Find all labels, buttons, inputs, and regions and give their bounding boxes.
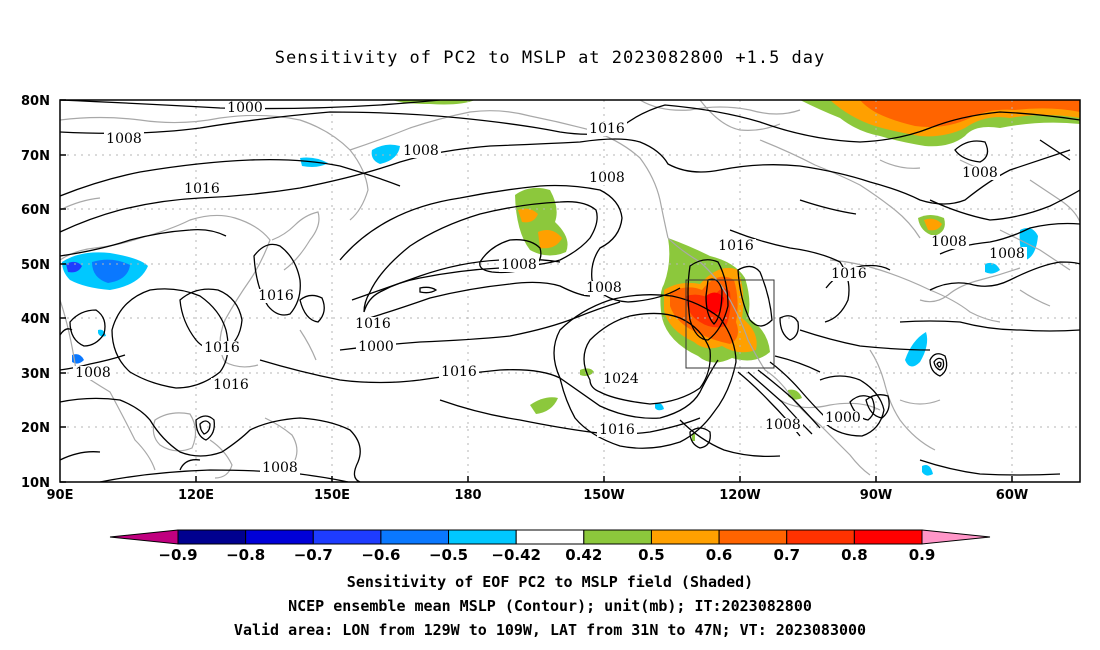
colorbar-tick-label: −0.8 bbox=[226, 546, 265, 564]
shade-negative-1b bbox=[92, 259, 130, 283]
lat-label: 40N bbox=[21, 312, 50, 327]
shade-negative-8 bbox=[985, 262, 1000, 274]
contour-label: 1008 bbox=[962, 165, 998, 181]
contour-label: 1016 bbox=[258, 288, 294, 304]
map-frame bbox=[59, 99, 1081, 483]
colorbar-segment bbox=[583, 529, 652, 545]
colorbar-segment bbox=[380, 529, 450, 545]
colorbar-tick-label: −0.42 bbox=[491, 546, 541, 564]
lat-axis-labels: 80N 70N 60N 50N 40N 30N 20N 10N bbox=[21, 94, 50, 491]
contour-label: 1016 bbox=[204, 340, 240, 356]
shade-negative-3 bbox=[371, 144, 400, 164]
axis-ticks bbox=[60, 99, 1013, 483]
shade-positive-3 bbox=[530, 397, 558, 414]
colorbar-tick-label: 0.7 bbox=[773, 546, 800, 564]
lon-label: 150E bbox=[314, 488, 350, 503]
lat-label: 60N bbox=[21, 203, 50, 218]
colorbar-tick-label: 0.9 bbox=[909, 546, 936, 564]
colorbar-tick-label: 0.5 bbox=[638, 546, 665, 564]
shade-positive-2e bbox=[705, 292, 724, 314]
contour-label: 1016 bbox=[184, 181, 220, 197]
contour-label: 1016 bbox=[213, 377, 249, 393]
colorbar-tick-label: −0.7 bbox=[294, 546, 333, 564]
lat-label: 50N bbox=[21, 258, 50, 273]
caption-line-3: Valid area: LON from 129W to 109W, LAT f… bbox=[233, 621, 867, 639]
contour-label: 1024 bbox=[603, 371, 639, 387]
colorbar-tick-label: 0.42 bbox=[565, 546, 602, 564]
valid-area-box bbox=[685, 279, 775, 369]
contour-label: 1008 bbox=[262, 460, 298, 476]
colorbar-segment bbox=[448, 529, 517, 545]
contour-label: 1008 bbox=[989, 246, 1025, 262]
sensitivity-shading bbox=[62, 100, 1080, 476]
contour-label: 1016 bbox=[718, 238, 754, 254]
shade-positive-6c bbox=[860, 100, 1080, 127]
lat-label: 20N bbox=[21, 421, 50, 436]
colorbar-low-triangle bbox=[109, 529, 179, 545]
shade-positive-1c bbox=[538, 230, 562, 249]
contour-label: 1008 bbox=[586, 280, 622, 296]
colorbar-segment bbox=[718, 529, 788, 545]
shade-positive-8b bbox=[924, 218, 942, 231]
shade-positive-9 bbox=[692, 434, 695, 441]
contour-label: 1016 bbox=[599, 422, 635, 438]
mslp-contours bbox=[60, 100, 1080, 482]
lon-label: 120W bbox=[719, 488, 760, 503]
lon-label: 90W bbox=[860, 488, 892, 503]
contour-label: 1016 bbox=[589, 121, 625, 137]
shade-negative-10 bbox=[655, 403, 664, 411]
colorbar-tick-label: 0.6 bbox=[706, 546, 733, 564]
colorbar-segment bbox=[650, 529, 720, 545]
shade-positive-1b bbox=[518, 208, 538, 223]
caption-line-1: Sensitivity of EOF PC2 to MSLP field (Sh… bbox=[346, 573, 754, 591]
contour-label: 1000 bbox=[358, 339, 394, 355]
contour-label: 1016 bbox=[441, 364, 477, 380]
colorbar-tick-label: −0.9 bbox=[158, 546, 197, 564]
shade-negative-9 bbox=[922, 465, 933, 476]
contour-label: 1008 bbox=[106, 131, 142, 147]
contour-label: 1000 bbox=[825, 410, 861, 426]
colorbar-segment bbox=[245, 529, 314, 545]
shade-negative-1c bbox=[66, 261, 82, 273]
lon-label: 90E bbox=[47, 488, 74, 503]
lon-label: 120E bbox=[178, 488, 214, 503]
lon-label: 180 bbox=[454, 488, 481, 503]
colorbar-tick-label: −0.6 bbox=[361, 546, 400, 564]
lon-label: 60W bbox=[996, 488, 1028, 503]
contour-label: 1008 bbox=[75, 365, 111, 381]
lat-label: 70N bbox=[21, 149, 50, 164]
lat-label: 80N bbox=[21, 94, 50, 109]
lon-axis-labels: 90E 120E 150E 180 150W 120W 90W 60W bbox=[47, 488, 1029, 503]
contour-label: 1008 bbox=[931, 234, 967, 250]
contour-label: 1016 bbox=[831, 266, 867, 282]
colorbar-tick-label: −0.5 bbox=[429, 546, 468, 564]
colorbar-segment bbox=[786, 529, 855, 545]
lat-label: 30N bbox=[21, 367, 50, 382]
plot-title: Sensitivity of PC2 to MSLP at 2023082800… bbox=[274, 48, 826, 68]
shade-positive-7 bbox=[392, 100, 475, 105]
contour-labels: 1000 1008 1008 1016 1016 1008 1008 1016 1016 1000… bbox=[73, 100, 1027, 476]
contour-label: 1016 bbox=[355, 316, 391, 332]
colorbar-segment bbox=[177, 529, 247, 545]
colorbar-high-triangle bbox=[921, 529, 991, 545]
colorbar-tick-label: 0.8 bbox=[841, 546, 868, 564]
contour-label: 1000 bbox=[227, 100, 263, 116]
colorbar-segment bbox=[312, 529, 382, 545]
contour-label: 1008 bbox=[403, 143, 439, 159]
lat-label: 10N bbox=[21, 476, 50, 491]
contour-label: 1008 bbox=[765, 417, 801, 433]
colorbar-segment bbox=[515, 529, 585, 545]
contour-label: 1008 bbox=[501, 257, 537, 273]
contour-label: 1008 bbox=[589, 170, 625, 186]
caption-line-2: NCEP ensemble mean MSLP (Contour); unit(… bbox=[288, 597, 812, 615]
lon-label: 150W bbox=[583, 488, 624, 503]
colorbar: −0.9 −0.8 −0.7 −0.6 −0.5 −0.42 0.42 0.5 0.6 0.7 0.… bbox=[109, 529, 991, 564]
colorbar-segment bbox=[853, 529, 923, 545]
